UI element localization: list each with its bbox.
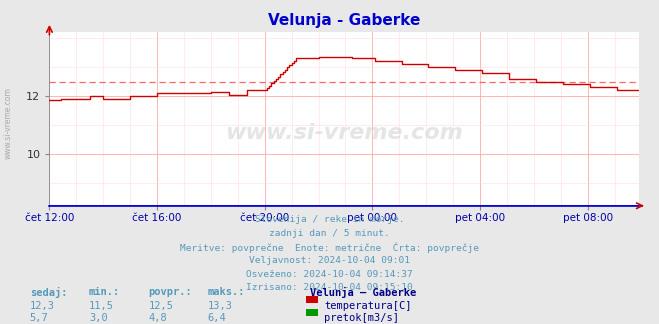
Text: 3,0: 3,0 [89,313,107,323]
Text: Slovenija / reke in morje.: Slovenija / reke in morje. [255,215,404,225]
Text: 4,8: 4,8 [148,313,167,323]
Text: Meritve: povprečne  Enote: metrične  Črta: povprečje: Meritve: povprečne Enote: metrične Črta:… [180,243,479,253]
Text: 6,4: 6,4 [208,313,226,323]
Text: www.si-vreme.com: www.si-vreme.com [225,123,463,143]
Text: Veljavnost: 2024-10-04 09:01: Veljavnost: 2024-10-04 09:01 [249,256,410,265]
Text: Izrisano: 2024-10-04 09:15:10: Izrisano: 2024-10-04 09:15:10 [246,284,413,293]
Title: Velunja - Gaberke: Velunja - Gaberke [268,14,420,29]
Text: maks.:: maks.: [208,287,245,297]
Text: 5,7: 5,7 [30,313,48,323]
Text: Osveženo: 2024-10-04 09:14:37: Osveženo: 2024-10-04 09:14:37 [246,270,413,279]
Text: 12,3: 12,3 [30,301,55,311]
Text: povpr.:: povpr.: [148,287,192,297]
Text: min.:: min.: [89,287,120,297]
Text: Velunja – Gaberke: Velunja – Gaberke [310,287,416,298]
Text: pretok[m3/s]: pretok[m3/s] [324,313,399,323]
Text: temperatura[C]: temperatura[C] [324,301,412,311]
Text: zadnji dan / 5 minut.: zadnji dan / 5 minut. [269,229,390,238]
Text: 11,5: 11,5 [89,301,114,311]
Text: sedaj:: sedaj: [30,287,67,298]
Text: www.si-vreme.com: www.si-vreme.com [3,87,13,159]
Text: 13,3: 13,3 [208,301,233,311]
Text: 12,5: 12,5 [148,301,173,311]
